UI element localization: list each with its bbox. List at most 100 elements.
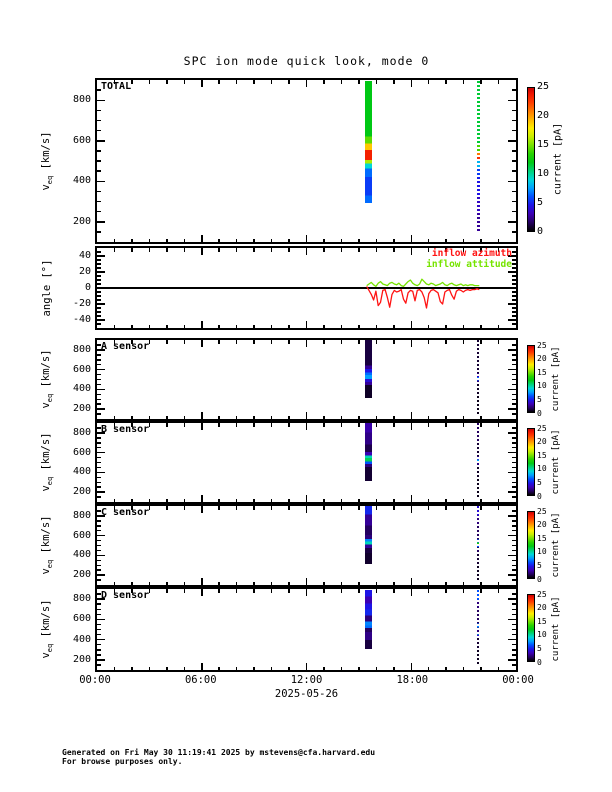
- axis-tick: [218, 80, 220, 84]
- axis-tick: [445, 248, 447, 252]
- axis-tick: [288, 498, 290, 502]
- axis-tick: [323, 80, 325, 84]
- axis-tick: [508, 221, 516, 223]
- colorbar-tick-label: 25: [537, 340, 547, 350]
- axis-tick: [97, 633, 101, 636]
- axis-tick: [97, 437, 101, 439]
- colorbar-tick-label: 25: [537, 589, 547, 599]
- axis-tick: [97, 140, 105, 142]
- x-tick-label-4: 00:00: [502, 674, 534, 686]
- y-axis-label-sensor-a: veq [km/s]: [39, 349, 55, 409]
- axis-tick: [288, 415, 290, 419]
- axis-tick: [113, 589, 116, 593]
- axis-tick: [97, 299, 101, 301]
- axis-tick: [512, 608, 516, 610]
- axis-tick: [201, 340, 203, 347]
- axis-tick: [323, 423, 325, 427]
- colorbar-sensor-a: [527, 345, 535, 413]
- axis-tick: [183, 506, 186, 510]
- axis-tick: [97, 255, 105, 257]
- axis-tick: [113, 423, 116, 427]
- axis-tick: [253, 415, 255, 419]
- colorbar-tick-label: 15: [537, 450, 547, 460]
- spectrogram-event: [477, 81, 480, 232]
- colorbar-tick-label: 5: [537, 643, 542, 653]
- axis-tick: [97, 539, 101, 542]
- axis-tick: [97, 456, 101, 459]
- axis-tick: [497, 80, 500, 84]
- axis-tick: [113, 506, 116, 510]
- axis-tick: [97, 363, 101, 366]
- axis-tick: [148, 415, 151, 419]
- axis-tick: [508, 618, 516, 621]
- axis-tick: [340, 238, 343, 242]
- legend-inflow-azimuth: inflow azimuth: [431, 248, 512, 259]
- axis-tick: [97, 160, 101, 162]
- colorbar-tick-label: 0: [537, 491, 542, 501]
- axis-tick: [445, 581, 447, 585]
- axis-tick: [270, 248, 273, 252]
- axis-tick: [480, 80, 482, 84]
- axis-tick: [97, 287, 105, 289]
- axis-tick: [97, 393, 101, 396]
- axis-tick: [512, 344, 516, 346]
- axis-tick: [218, 589, 220, 593]
- axis-tick: [113, 80, 116, 84]
- axis-tick: [508, 388, 516, 391]
- axis-tick: [97, 170, 101, 172]
- axis-tick: [508, 638, 516, 641]
- axis-tick: [148, 248, 151, 252]
- axis-tick: [97, 267, 101, 269]
- axis-tick: [270, 238, 273, 242]
- axis-tick: [113, 666, 116, 670]
- axis-tick: [270, 80, 273, 84]
- axis-tick: [201, 663, 203, 670]
- axis-tick: [97, 275, 101, 277]
- axis-tick: [427, 248, 430, 252]
- axis-tick: [201, 321, 203, 328]
- axis-tick: [512, 259, 516, 261]
- axis-tick: [166, 506, 168, 510]
- axis-tick: [375, 340, 378, 344]
- axis-tick: [253, 666, 255, 670]
- axis-tick: [512, 654, 516, 656]
- axis-tick: [97, 654, 101, 656]
- y-tick-label: 800: [72, 593, 91, 605]
- axis-tick: [512, 446, 516, 449]
- axis-tick: [97, 311, 101, 313]
- colorbar-tick-label: 5: [537, 477, 542, 487]
- axis-tick: [183, 324, 186, 328]
- axis-tick: [410, 506, 412, 513]
- axis-tick: [375, 589, 378, 593]
- axis-tick: [218, 506, 220, 510]
- axis-tick: [497, 581, 500, 585]
- spectrogram-event: [365, 423, 372, 482]
- axis-tick: [358, 581, 360, 585]
- panel-label-total: TOTAL: [101, 81, 132, 92]
- colorbar-tick-label: 25: [537, 423, 547, 433]
- axis-tick: [462, 666, 465, 670]
- axis-tick: [427, 589, 430, 593]
- axis-tick: [340, 80, 343, 84]
- axis-tick: [393, 423, 395, 427]
- angle-legend: inflow azimuth inflow attitude: [426, 248, 512, 270]
- axis-tick: [512, 427, 516, 429]
- axis-tick: [375, 506, 378, 510]
- axis-tick: [270, 415, 273, 419]
- axis-tick: [97, 432, 105, 434]
- axis-tick: [97, 569, 101, 571]
- axis-tick: [323, 415, 325, 419]
- axis-tick: [97, 373, 101, 376]
- axis-tick: [97, 603, 101, 605]
- axis-tick: [393, 80, 395, 84]
- spectrogram-event: [477, 589, 480, 665]
- axis-tick: [512, 267, 516, 269]
- panel-label-sensor-b: B sensor: [101, 424, 150, 435]
- axis-tick: [497, 324, 500, 328]
- colorbar-tick-label: 5: [537, 197, 544, 208]
- axis-tick: [508, 534, 516, 537]
- axis-tick: [480, 498, 482, 502]
- spectrogram-event: [365, 506, 372, 565]
- axis-tick: [97, 119, 101, 122]
- y-tick-label: 800: [72, 94, 91, 106]
